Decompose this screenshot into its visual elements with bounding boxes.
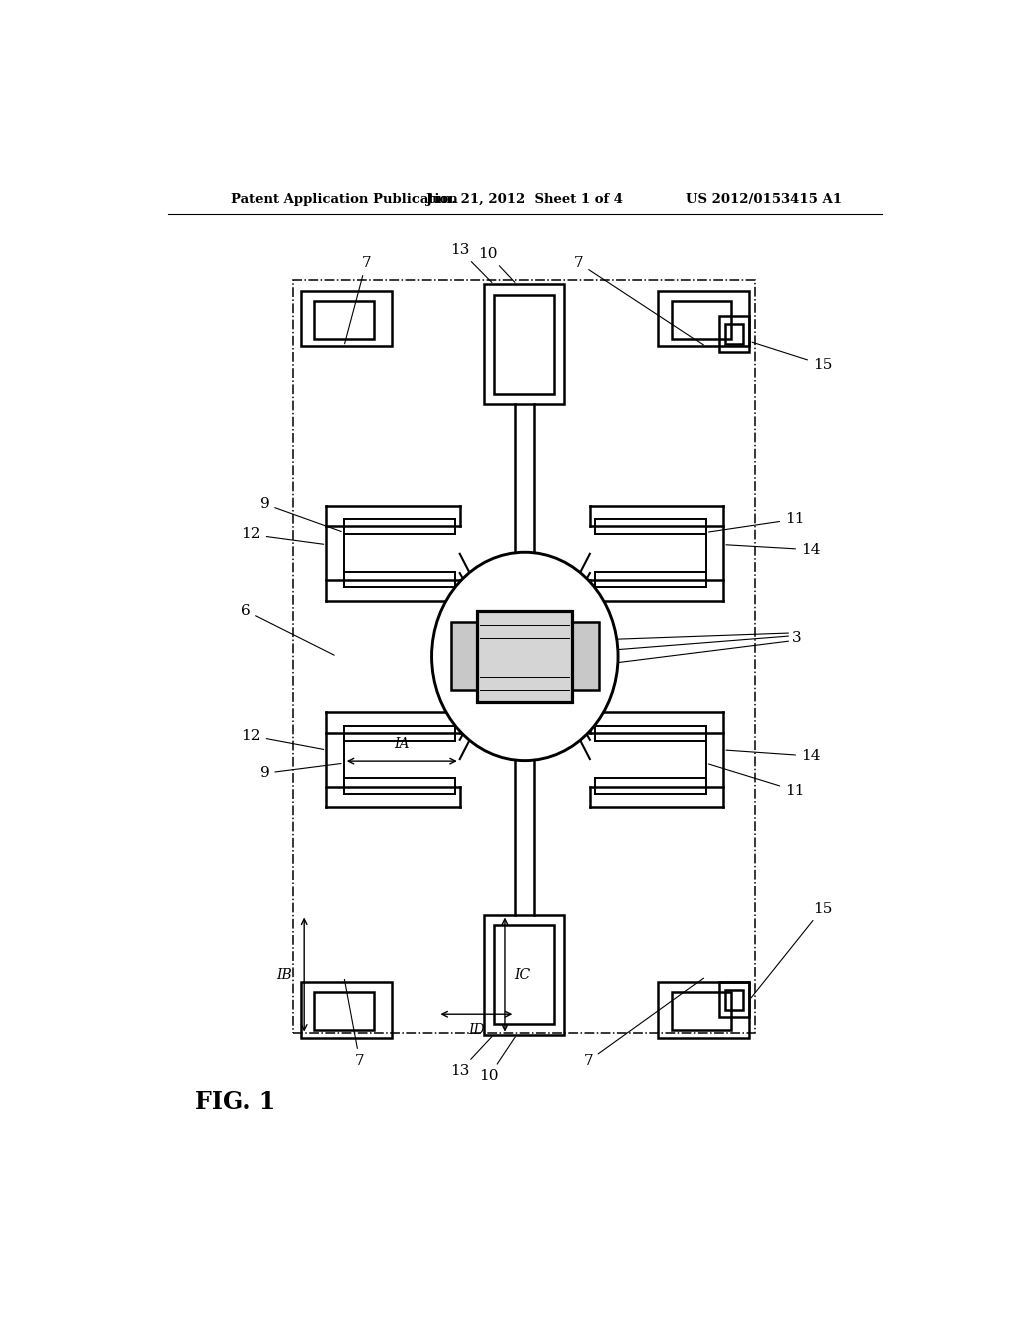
Bar	[484, 284, 563, 404]
Bar	[672, 301, 731, 339]
Text: ID: ID	[468, 1023, 484, 1038]
Text: US 2012/0153415 A1: US 2012/0153415 A1	[686, 193, 842, 206]
Text: 10: 10	[479, 1036, 515, 1084]
Text: FIG. 1: FIG. 1	[196, 1089, 275, 1114]
Text: 7: 7	[344, 256, 371, 343]
Text: 6: 6	[241, 603, 334, 655]
Bar	[658, 290, 750, 346]
Bar	[484, 915, 563, 1035]
Bar	[672, 991, 731, 1031]
Text: 12: 12	[242, 528, 324, 544]
Text: IA: IA	[394, 737, 410, 751]
Bar	[314, 301, 374, 339]
Text: 3: 3	[793, 631, 802, 645]
Bar	[494, 925, 554, 1024]
Bar	[301, 290, 392, 346]
Text: IB: IB	[276, 968, 292, 982]
Text: 9: 9	[260, 763, 341, 780]
Bar	[719, 315, 750, 351]
Text: IC: IC	[514, 968, 530, 982]
Text: 7: 7	[344, 979, 365, 1068]
Text: 7: 7	[584, 978, 703, 1068]
Bar	[301, 982, 392, 1038]
Bar	[658, 982, 750, 1038]
Bar	[494, 294, 554, 395]
Bar	[451, 622, 477, 690]
Ellipse shape	[431, 552, 618, 760]
Text: 9: 9	[260, 496, 341, 532]
Text: 13: 13	[450, 1036, 492, 1078]
Bar	[725, 325, 743, 345]
Text: 14: 14	[726, 543, 820, 557]
Bar	[314, 991, 374, 1031]
Bar	[725, 990, 743, 1010]
Text: 10: 10	[478, 247, 515, 282]
Text: 7: 7	[574, 256, 703, 345]
Text: 15: 15	[752, 342, 833, 372]
Text: 11: 11	[709, 512, 805, 532]
Bar	[477, 611, 572, 702]
Text: 12: 12	[242, 729, 324, 750]
Text: 13: 13	[450, 243, 492, 282]
Bar	[719, 982, 750, 1018]
Text: 11: 11	[709, 764, 805, 797]
Bar	[293, 280, 755, 1032]
Text: Jun. 21, 2012  Sheet 1 of 4: Jun. 21, 2012 Sheet 1 of 4	[426, 193, 624, 206]
Bar	[572, 622, 599, 690]
Text: 14: 14	[726, 748, 820, 763]
Text: Patent Application Publication: Patent Application Publication	[231, 193, 458, 206]
Text: 15: 15	[752, 902, 833, 998]
